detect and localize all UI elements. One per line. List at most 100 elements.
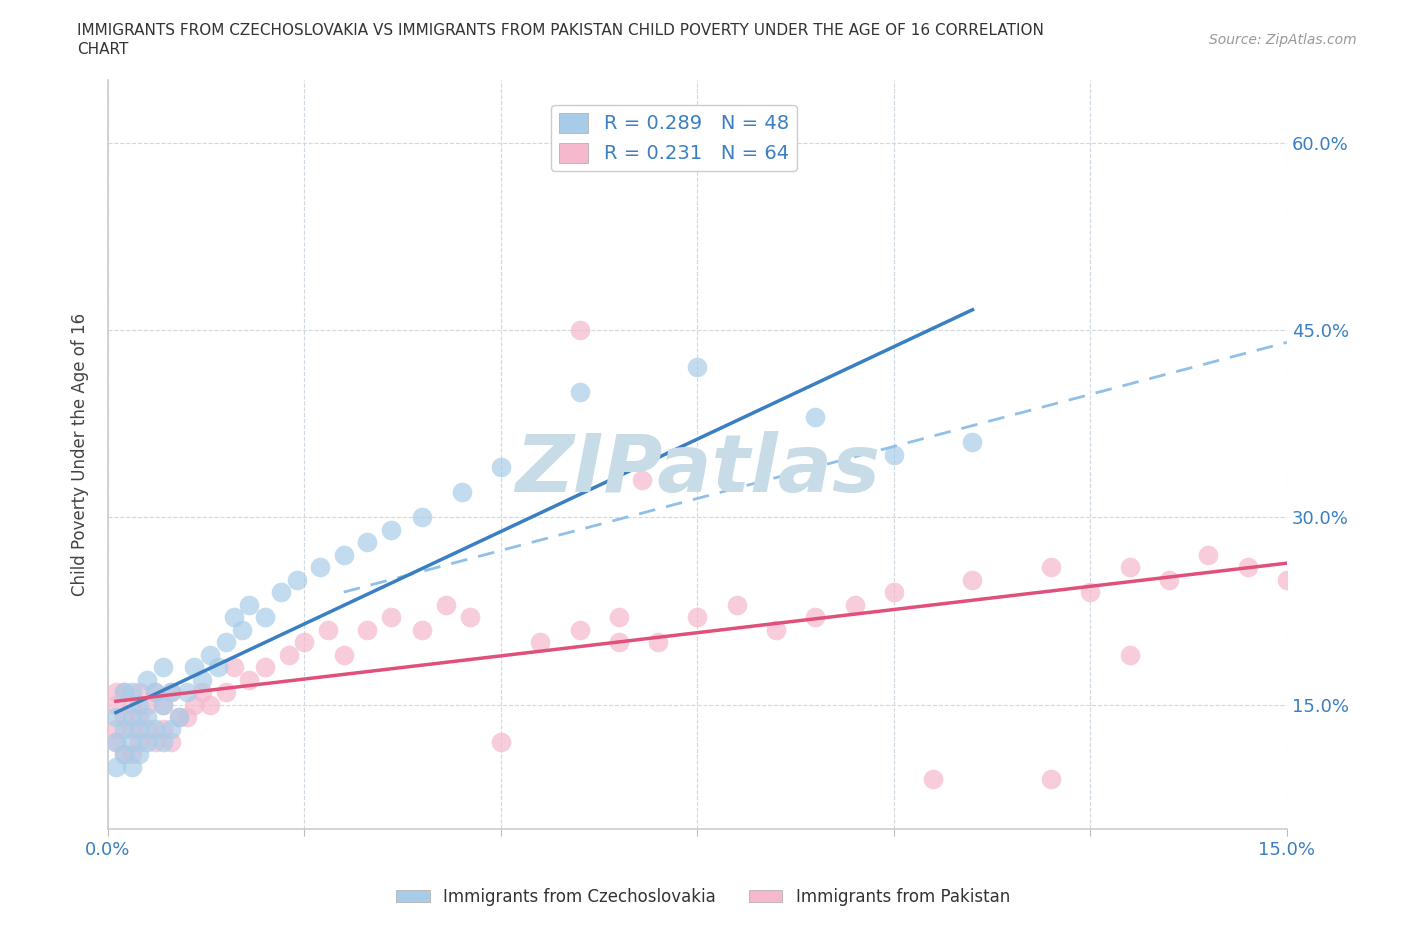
Point xyxy=(215,634,238,649)
Point xyxy=(962,572,984,587)
Point xyxy=(143,684,166,699)
Point xyxy=(238,672,260,687)
Point xyxy=(136,710,159,724)
Point xyxy=(112,710,135,724)
Point xyxy=(104,760,127,775)
Point xyxy=(222,610,245,625)
Point xyxy=(434,597,457,612)
Point xyxy=(254,610,277,625)
Point xyxy=(121,698,143,712)
Point xyxy=(529,634,551,649)
Point xyxy=(128,735,150,750)
Point xyxy=(152,735,174,750)
Point xyxy=(136,698,159,712)
Point xyxy=(1197,547,1219,562)
Point xyxy=(294,634,316,649)
Legend: R = 0.289   N = 48, R = 0.231   N = 64: R = 0.289 N = 48, R = 0.231 N = 64 xyxy=(551,105,797,171)
Point xyxy=(121,735,143,750)
Point xyxy=(143,735,166,750)
Point xyxy=(1275,572,1298,587)
Point xyxy=(152,659,174,674)
Point xyxy=(152,722,174,737)
Point xyxy=(222,659,245,674)
Point xyxy=(160,722,183,737)
Point xyxy=(568,622,591,637)
Point xyxy=(1040,772,1063,787)
Point xyxy=(128,684,150,699)
Point xyxy=(238,597,260,612)
Point xyxy=(309,560,332,575)
Text: IMMIGRANTS FROM CZECHOSLOVAKIA VS IMMIGRANTS FROM PAKISTAN CHILD POVERTY UNDER T: IMMIGRANTS FROM CZECHOSLOVAKIA VS IMMIGR… xyxy=(77,23,1045,38)
Point xyxy=(198,647,221,662)
Y-axis label: Child Poverty Under the Age of 16: Child Poverty Under the Age of 16 xyxy=(72,313,89,596)
Point xyxy=(104,735,127,750)
Point xyxy=(112,684,135,699)
Point xyxy=(277,647,299,662)
Point xyxy=(160,684,183,699)
Point xyxy=(121,722,143,737)
Point xyxy=(112,684,135,699)
Point xyxy=(167,710,190,724)
Point xyxy=(489,735,512,750)
Point xyxy=(568,323,591,338)
Point xyxy=(143,722,166,737)
Point xyxy=(191,672,214,687)
Point xyxy=(215,684,238,699)
Point xyxy=(725,597,748,612)
Point xyxy=(104,684,127,699)
Point xyxy=(765,622,787,637)
Point xyxy=(411,510,433,525)
Point xyxy=(1040,560,1063,575)
Point xyxy=(631,472,654,487)
Point xyxy=(136,672,159,687)
Point xyxy=(104,698,127,712)
Point xyxy=(1080,585,1102,600)
Point xyxy=(143,684,166,699)
Point xyxy=(316,622,339,637)
Point xyxy=(207,659,229,674)
Point xyxy=(136,735,159,750)
Point xyxy=(285,572,308,587)
Point xyxy=(198,698,221,712)
Point xyxy=(804,610,827,625)
Point xyxy=(804,410,827,425)
Point xyxy=(121,747,143,762)
Point xyxy=(121,710,143,724)
Point xyxy=(121,684,143,699)
Point xyxy=(136,722,159,737)
Point xyxy=(152,698,174,712)
Point xyxy=(568,385,591,400)
Point xyxy=(167,710,190,724)
Point xyxy=(128,722,150,737)
Point xyxy=(1118,647,1140,662)
Point xyxy=(883,447,905,462)
Point xyxy=(356,622,378,637)
Point xyxy=(183,659,205,674)
Point xyxy=(104,722,127,737)
Point xyxy=(1157,572,1180,587)
Point xyxy=(458,610,481,625)
Point xyxy=(112,747,135,762)
Point xyxy=(176,684,198,699)
Point xyxy=(191,684,214,699)
Text: Source: ZipAtlas.com: Source: ZipAtlas.com xyxy=(1209,33,1357,46)
Point xyxy=(607,610,630,625)
Point xyxy=(128,698,150,712)
Legend: Immigrants from Czechoslovakia, Immigrants from Pakistan: Immigrants from Czechoslovakia, Immigran… xyxy=(389,881,1017,912)
Point xyxy=(254,659,277,674)
Point xyxy=(270,585,292,600)
Text: ZIPatlas: ZIPatlas xyxy=(515,431,880,509)
Point xyxy=(647,634,669,649)
Point xyxy=(121,760,143,775)
Point xyxy=(844,597,866,612)
Point xyxy=(686,610,709,625)
Text: CHART: CHART xyxy=(77,42,129,57)
Point xyxy=(962,435,984,450)
Point xyxy=(1236,560,1258,575)
Point xyxy=(176,710,198,724)
Point xyxy=(1118,560,1140,575)
Point xyxy=(450,485,472,499)
Point xyxy=(160,735,183,750)
Point xyxy=(104,710,127,724)
Point xyxy=(356,535,378,550)
